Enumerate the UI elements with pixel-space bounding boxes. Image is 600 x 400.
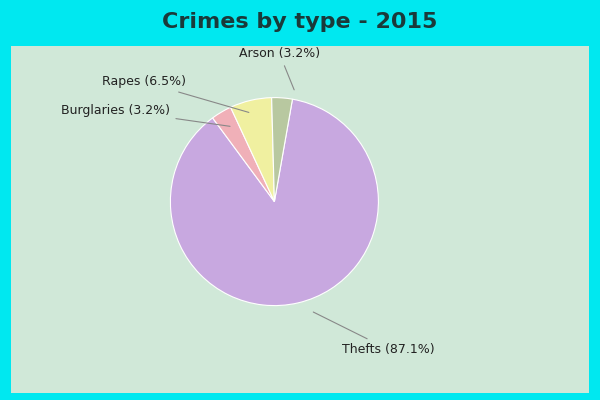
Text: Burglaries (3.2%): Burglaries (3.2%): [61, 104, 230, 126]
Wedge shape: [272, 98, 292, 202]
Text: Arson (3.2%): Arson (3.2%): [239, 48, 320, 90]
Wedge shape: [212, 107, 274, 202]
Text: Crimes by type - 2015: Crimes by type - 2015: [163, 12, 437, 32]
Text: Rapes (6.5%): Rapes (6.5%): [102, 76, 249, 112]
Text: Thefts (87.1%): Thefts (87.1%): [313, 312, 434, 356]
Wedge shape: [170, 99, 379, 306]
Wedge shape: [230, 98, 274, 202]
Text: City-Data.com: City-Data.com: [496, 52, 582, 62]
